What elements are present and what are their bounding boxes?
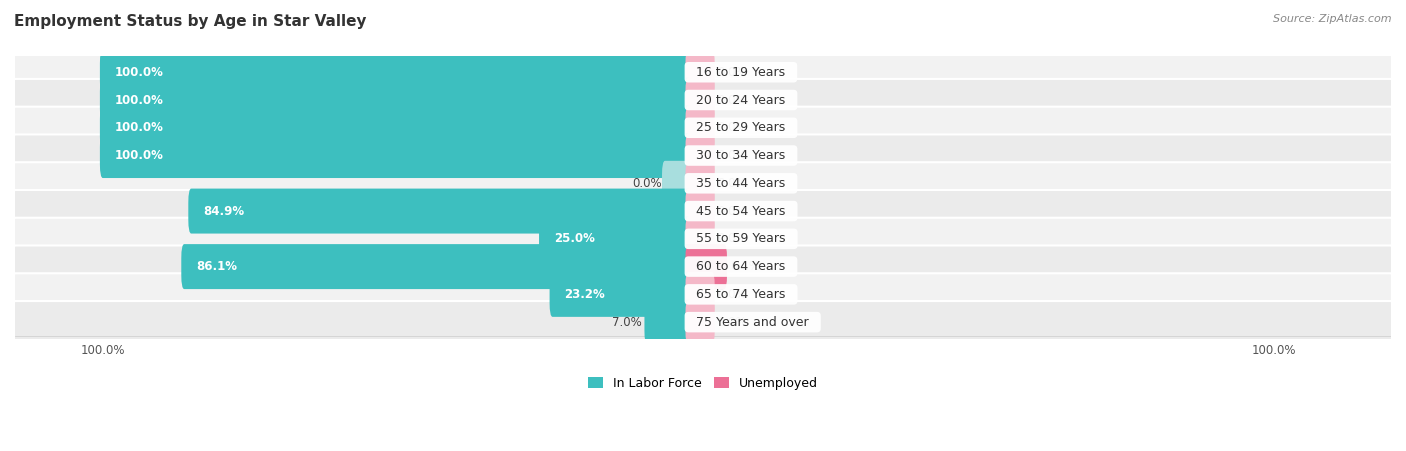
FancyBboxPatch shape <box>13 245 1393 288</box>
Text: Employment Status by Age in Star Valley: Employment Status by Age in Star Valley <box>14 14 367 28</box>
FancyBboxPatch shape <box>100 50 692 95</box>
Text: 0.0%: 0.0% <box>717 205 747 217</box>
FancyBboxPatch shape <box>538 216 692 261</box>
Text: 35 to 44 Years: 35 to 44 Years <box>689 177 793 190</box>
FancyBboxPatch shape <box>13 134 1393 177</box>
Text: 0.0%: 0.0% <box>633 177 662 190</box>
FancyBboxPatch shape <box>686 105 714 150</box>
FancyBboxPatch shape <box>686 161 714 206</box>
FancyBboxPatch shape <box>686 299 714 345</box>
Text: 60 to 64 Years: 60 to 64 Years <box>689 260 793 273</box>
FancyBboxPatch shape <box>100 78 692 123</box>
FancyBboxPatch shape <box>550 272 692 317</box>
FancyBboxPatch shape <box>686 272 714 317</box>
Text: 55 to 59 Years: 55 to 59 Years <box>689 232 794 245</box>
FancyBboxPatch shape <box>13 79 1393 121</box>
Legend: In Labor Force, Unemployed: In Labor Force, Unemployed <box>583 372 823 395</box>
Text: 0.0%: 0.0% <box>717 177 747 190</box>
Text: 7.0%: 7.0% <box>612 316 641 329</box>
Text: 20 to 24 Years: 20 to 24 Years <box>689 93 793 106</box>
FancyBboxPatch shape <box>686 216 714 261</box>
FancyBboxPatch shape <box>13 107 1393 149</box>
FancyBboxPatch shape <box>188 189 692 234</box>
FancyBboxPatch shape <box>13 51 1393 93</box>
FancyBboxPatch shape <box>686 133 714 178</box>
Text: 65 to 74 Years: 65 to 74 Years <box>689 288 794 301</box>
Text: 25 to 29 Years: 25 to 29 Years <box>689 121 793 134</box>
FancyBboxPatch shape <box>13 162 1393 204</box>
Text: 45 to 54 Years: 45 to 54 Years <box>689 205 794 217</box>
FancyBboxPatch shape <box>13 218 1393 260</box>
Text: 86.1%: 86.1% <box>195 260 238 273</box>
FancyBboxPatch shape <box>686 50 714 95</box>
Text: 100.0%: 100.0% <box>114 93 163 106</box>
Text: 0.0%: 0.0% <box>717 316 747 329</box>
FancyBboxPatch shape <box>13 273 1393 315</box>
Text: 0.0%: 0.0% <box>717 93 747 106</box>
FancyBboxPatch shape <box>13 301 1393 343</box>
FancyBboxPatch shape <box>662 161 692 206</box>
Text: 75 Years and over: 75 Years and over <box>689 316 817 329</box>
Text: 84.9%: 84.9% <box>202 205 245 217</box>
FancyBboxPatch shape <box>686 244 727 289</box>
Text: 0.0%: 0.0% <box>717 149 747 162</box>
Text: 0.0%: 0.0% <box>717 66 747 79</box>
Text: 0.0%: 0.0% <box>717 288 747 301</box>
Text: 23.2%: 23.2% <box>564 288 605 301</box>
Text: 30 to 34 Years: 30 to 34 Years <box>689 149 793 162</box>
Text: 100.0%: 100.0% <box>114 66 163 79</box>
FancyBboxPatch shape <box>181 244 692 289</box>
FancyBboxPatch shape <box>100 105 692 150</box>
Text: 100.0%: 100.0% <box>114 121 163 134</box>
FancyBboxPatch shape <box>13 190 1393 232</box>
Text: 0.0%: 0.0% <box>717 232 747 245</box>
FancyBboxPatch shape <box>100 133 692 178</box>
FancyBboxPatch shape <box>686 78 714 123</box>
Text: 25.0%: 25.0% <box>554 232 595 245</box>
Text: 100.0%: 100.0% <box>114 149 163 162</box>
Text: 16 to 19 Years: 16 to 19 Years <box>689 66 793 79</box>
FancyBboxPatch shape <box>644 299 692 345</box>
Text: Source: ZipAtlas.com: Source: ZipAtlas.com <box>1274 14 1392 23</box>
Text: 6.1%: 6.1% <box>730 260 759 273</box>
Text: 0.0%: 0.0% <box>717 121 747 134</box>
FancyBboxPatch shape <box>686 189 714 234</box>
